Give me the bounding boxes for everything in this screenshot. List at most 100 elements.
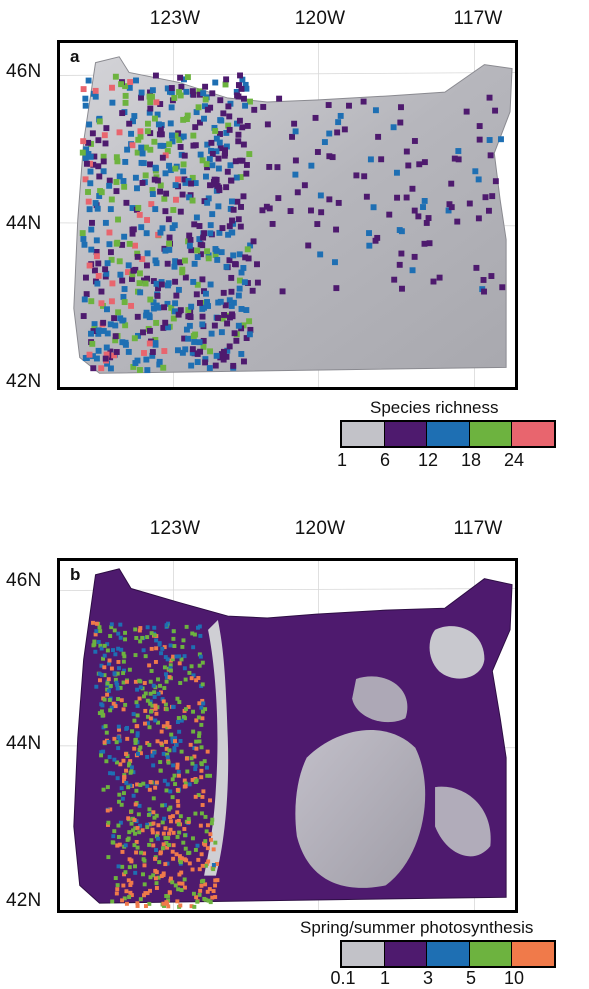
- survey-cell: [177, 74, 184, 81]
- photosynthesis-cell: [170, 795, 175, 800]
- survey-cell: [397, 119, 404, 126]
- photosynthesis-cell: [116, 864, 121, 869]
- survey-cell: [188, 303, 195, 310]
- photosynthesis-cell: [145, 891, 150, 896]
- survey-cell: [209, 151, 216, 157]
- photosynthesis-cell: [101, 656, 106, 661]
- photosynthesis-cell: [196, 793, 201, 798]
- survey-cell: [170, 315, 177, 322]
- photosynthesis-cell: [152, 815, 157, 820]
- photosynthesis-cell: [116, 646, 121, 651]
- photosynthesis-cell: [153, 703, 158, 708]
- photosynthesis-cell: [154, 886, 159, 890]
- photosynthesis-cell: [187, 861, 192, 866]
- survey-cell: [180, 133, 187, 140]
- photosynthesis-cell: [115, 671, 120, 676]
- survey-cell: [241, 95, 247, 102]
- survey-cell: [111, 352, 118, 359]
- photosynthesis-cell: [93, 649, 98, 654]
- photosynthesis-cell: [142, 858, 147, 863]
- survey-cell: [168, 85, 175, 91]
- photosynthesis-cell: [197, 701, 202, 706]
- photosynthesis-cell: [114, 891, 119, 896]
- photosynthesis-cell: [213, 840, 218, 845]
- survey-cell: [107, 354, 114, 361]
- survey-cell: [95, 330, 102, 337]
- photosynthesis-cell: [143, 654, 148, 659]
- survey-cell: [217, 298, 224, 305]
- photosynthesis-cell: [102, 697, 107, 702]
- survey-cell: [185, 335, 192, 342]
- latitude-label-42n: 42N: [6, 890, 42, 911]
- photosynthesis-cell: [115, 776, 120, 781]
- photosynthesis-cell: [127, 761, 132, 766]
- survey-cell: [254, 261, 260, 268]
- photosynthesis-cell: [179, 870, 184, 875]
- survey-cell: [91, 267, 98, 274]
- photosynthesis-cell: [165, 657, 170, 662]
- photosynthesis-cell: [173, 782, 178, 787]
- survey-cell: [157, 126, 164, 133]
- survey-cell: [182, 274, 189, 281]
- photosynthesis-cell: [214, 862, 219, 866]
- photosynthesis-cell: [129, 893, 134, 898]
- survey-cell: [151, 115, 158, 122]
- survey-cell: [137, 289, 144, 296]
- low-region-southeast-b: [435, 786, 491, 857]
- survey-cell: [129, 230, 136, 237]
- photosynthesis-cell: [203, 839, 208, 844]
- low-region-east-b: [352, 676, 408, 723]
- oregon-map-b: [60, 561, 515, 910]
- photosynthesis-cell: [148, 888, 152, 893]
- photosynthesis-cell: [147, 725, 152, 730]
- photosynthesis-cell: [183, 707, 188, 712]
- photosynthesis-cell: [134, 819, 139, 824]
- survey-cell: [238, 351, 245, 357]
- photosynthesis-cell: [171, 856, 176, 861]
- photosynthesis-cell: [203, 707, 208, 712]
- survey-cell: [172, 300, 179, 307]
- photosynthesis-cell: [122, 775, 127, 780]
- legend-swatch-a-0: [342, 422, 384, 446]
- photosynthesis-cell: [122, 896, 127, 901]
- survey-cell: [393, 169, 400, 176]
- map-frame-a: a: [57, 40, 518, 390]
- survey-cell: [473, 264, 480, 271]
- survey-cell: [134, 357, 141, 364]
- survey-cell: [118, 81, 125, 88]
- photosynthesis-cell: [208, 832, 213, 837]
- photosynthesis-cell: [126, 836, 131, 841]
- survey-cell: [228, 274, 235, 281]
- photosynthesis-cell: [205, 749, 210, 754]
- legend-tick-a-1: 6: [379, 450, 391, 470]
- survey-cell: [160, 324, 167, 331]
- survey-cell: [83, 160, 90, 167]
- photosynthesis-cell: [124, 768, 129, 773]
- photosynthesis-cell: [171, 654, 176, 659]
- survey-cell: [321, 139, 328, 146]
- survey-cell: [217, 145, 224, 152]
- photosynthesis-cell: [158, 690, 163, 695]
- photosynthesis-cell: [135, 901, 140, 906]
- photosynthesis-cell: [134, 636, 139, 640]
- photosynthesis-cell: [193, 794, 198, 799]
- photosynthesis-cell: [118, 622, 123, 627]
- photosynthesis-cell: [167, 724, 172, 729]
- photosynthesis-cell: [111, 701, 116, 706]
- photosynthesis-cell: [106, 661, 111, 666]
- photosynthesis-cell: [143, 891, 148, 896]
- low-region-ridge-b: [204, 619, 229, 876]
- survey-cell: [92, 87, 99, 94]
- photosynthesis-cell: [137, 803, 142, 808]
- survey-cell: [199, 313, 206, 320]
- survey-cell: [200, 90, 207, 97]
- survey-cell: [162, 319, 169, 326]
- survey-cell: [181, 335, 188, 342]
- photosynthesis-cell: [104, 730, 109, 735]
- survey-cell: [154, 111, 161, 118]
- legend-swatch-b-0: [342, 942, 384, 966]
- survey-cell: [193, 214, 200, 221]
- photosynthesis-cell: [161, 724, 166, 729]
- survey-cell: [234, 92, 241, 99]
- survey-cell: [228, 229, 235, 236]
